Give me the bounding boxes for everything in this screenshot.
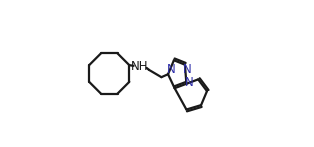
Text: N: N <box>167 63 176 76</box>
Text: NH: NH <box>131 60 149 73</box>
Text: N: N <box>185 76 194 89</box>
Text: N: N <box>183 63 192 76</box>
